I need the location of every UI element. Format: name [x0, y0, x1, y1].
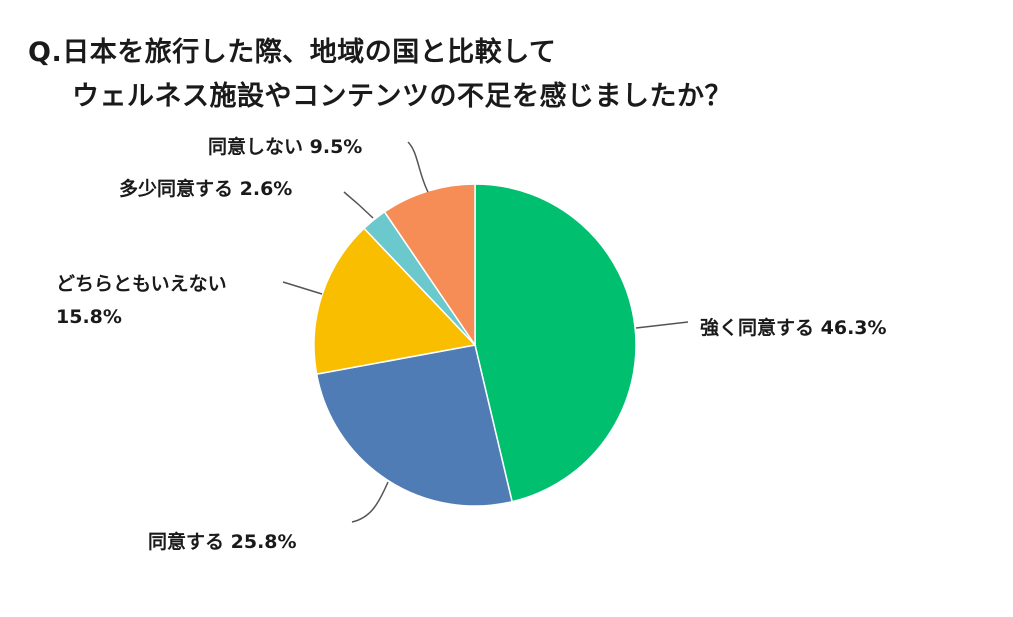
leader-line-somewhat-agree — [343, 191, 374, 219]
slice-value-neutral: 15.8% — [56, 306, 122, 328]
slice-label-text: 同意しない — [208, 136, 304, 158]
pie-slices — [313, 183, 637, 507]
slice-value-text: 9.5% — [309, 136, 363, 158]
slice-label-somewhat-agree: 多少同意する 2.6% — [119, 174, 292, 201]
leader-line-agree — [351, 481, 389, 523]
slice-label-strongly-agree: 強く同意する 46.3% — [700, 313, 887, 340]
pie-slice-neutral — [313, 227, 477, 376]
slice-label-text: 同意する — [148, 531, 225, 553]
slice-label-neutral: どちらともいえない — [56, 269, 227, 296]
slice-label-text: 強く同意する — [700, 317, 815, 339]
slice-label-text: 多少同意する — [119, 178, 234, 200]
leader-line-strongly-agree — [635, 321, 689, 329]
slice-label-disagree: 同意しない 9.5% — [208, 132, 362, 159]
leader-lines — [282, 141, 689, 523]
leader-line-neutral — [282, 281, 323, 295]
leader-line-disagree — [407, 141, 429, 193]
chart-title-line-2: ウェルネス施設やコンテンツの不足を感じましたか？ — [72, 81, 732, 112]
pie-slice-strongly-agree — [474, 183, 637, 503]
slice-label-text: どちらともいえない — [56, 273, 227, 295]
slice-value-text: 46.3% — [820, 317, 887, 339]
chart-title-line-1: Q.日本を旅行した際、地域の国と比較して — [28, 37, 557, 68]
pie-slice-agree — [315, 344, 513, 507]
slice-label-agree: 同意する 25.8% — [148, 527, 297, 554]
slice-value-text: 25.8% — [230, 531, 297, 553]
slice-value-text: 15.8% — [56, 306, 122, 328]
slice-value-text: 2.6% — [239, 178, 293, 200]
